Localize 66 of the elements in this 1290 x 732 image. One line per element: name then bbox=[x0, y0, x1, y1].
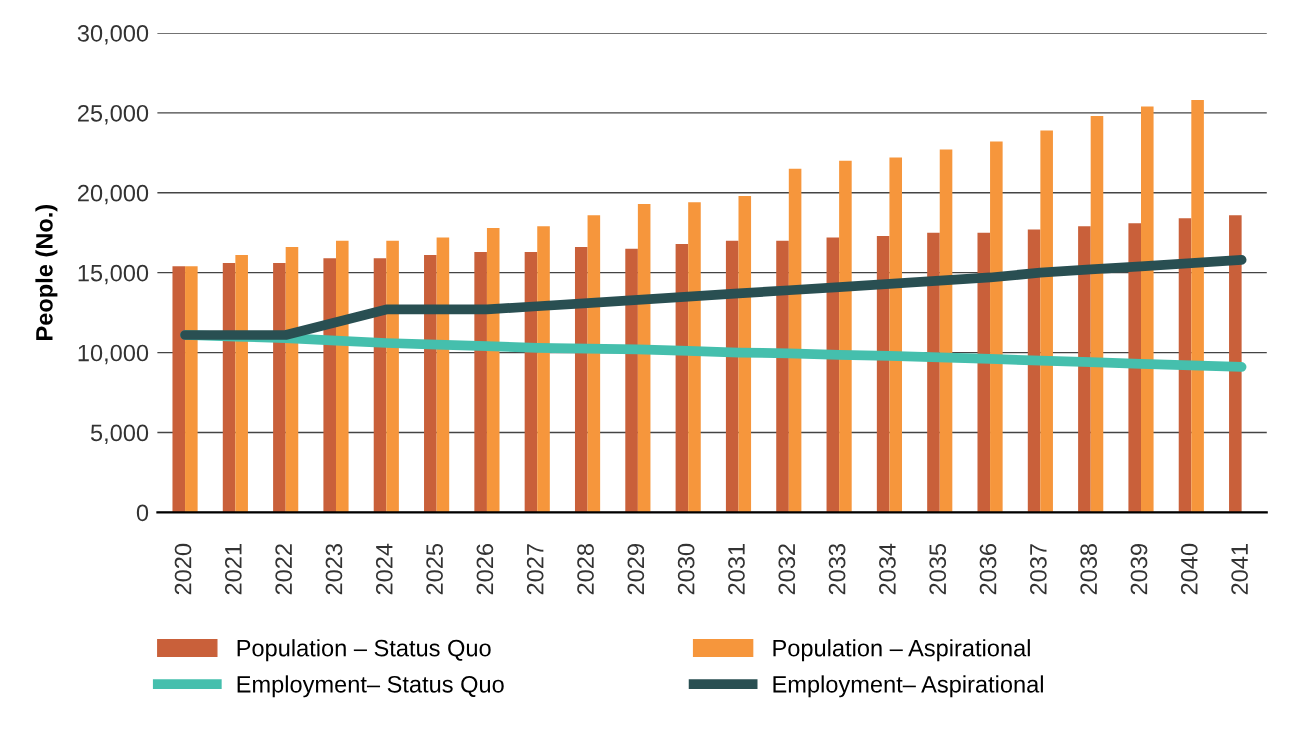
y-tick-label: 10,000 bbox=[78, 344, 149, 365]
x-tick-label: 2036 bbox=[979, 543, 997, 595]
y-tick-label: 15,000 bbox=[78, 264, 149, 285]
x-tick-label: 2027 bbox=[526, 544, 544, 595]
bar bbox=[172, 266, 186, 513]
bar bbox=[889, 157, 903, 513]
y-tick-label: 25,000 bbox=[78, 104, 149, 125]
x-tick-label: 2033 bbox=[828, 543, 846, 595]
bar bbox=[738, 195, 752, 513]
x-tick-label: 2029 bbox=[627, 544, 645, 595]
bar bbox=[335, 240, 349, 513]
bar bbox=[273, 263, 286, 513]
x-tick-label: 2032 bbox=[778, 544, 796, 595]
bar bbox=[424, 255, 437, 513]
x-tick-label: 2034 bbox=[879, 543, 896, 595]
bar bbox=[1040, 130, 1053, 513]
x-tick-label: 2023 bbox=[325, 543, 343, 595]
x-tick-label: 2031 bbox=[728, 544, 745, 595]
bar bbox=[625, 248, 638, 513]
bar bbox=[977, 232, 991, 513]
legend-label: Population – Status Quo bbox=[237, 639, 491, 662]
bar bbox=[1128, 223, 1141, 513]
bar bbox=[574, 247, 588, 513]
bar bbox=[927, 232, 940, 513]
bar bbox=[285, 247, 299, 513]
x-tick-label: 2035 bbox=[929, 543, 947, 595]
bar bbox=[788, 168, 802, 513]
x-tick-label: 2030 bbox=[677, 543, 695, 595]
bar bbox=[474, 251, 487, 513]
x-tick-label: 2020 bbox=[174, 543, 192, 595]
legend-label: Employment– Status Quo bbox=[237, 675, 504, 698]
x-tick-label: 2038 bbox=[1080, 543, 1098, 595]
y-tick-label: 5,000 bbox=[90, 424, 149, 445]
y-tick-label: 0 bbox=[136, 504, 149, 522]
x-tick-label: 2041 bbox=[1231, 544, 1248, 595]
bar bbox=[1078, 226, 1091, 513]
bar bbox=[939, 149, 953, 513]
bar bbox=[222, 263, 236, 513]
bar bbox=[386, 240, 399, 513]
x-tick-label: 2037 bbox=[1029, 544, 1047, 595]
y-tick-label: 30,000 bbox=[77, 25, 149, 45]
bar bbox=[776, 240, 789, 513]
bar bbox=[537, 226, 550, 513]
bar bbox=[1191, 100, 1204, 513]
x-tick-label: 2026 bbox=[476, 543, 494, 595]
bar bbox=[486, 227, 500, 513]
bar bbox=[688, 202, 701, 513]
y-axis-title: People (No.) bbox=[35, 204, 58, 340]
y-tick-label: 20,000 bbox=[78, 184, 149, 205]
x-tick-label: 2022 bbox=[275, 544, 293, 595]
x-tick-label: 2039 bbox=[1130, 544, 1148, 595]
legend-label: Population – Aspirational bbox=[773, 639, 1030, 662]
x-tick-label: 2040 bbox=[1180, 543, 1198, 595]
bar bbox=[990, 141, 1003, 513]
bar bbox=[323, 258, 336, 513]
bar bbox=[235, 255, 248, 513]
x-tick-label: 2021 bbox=[224, 544, 242, 595]
bar bbox=[1141, 106, 1154, 513]
bar bbox=[1090, 116, 1104, 513]
x-tick-label: 2028 bbox=[577, 543, 594, 595]
legend-label: Employment– Aspirational bbox=[773, 675, 1043, 698]
x-tick-label: 2025 bbox=[426, 543, 443, 595]
x-tick-label: 2024 bbox=[375, 543, 393, 595]
bar bbox=[1229, 215, 1242, 513]
bar bbox=[185, 266, 198, 513]
bar bbox=[839, 160, 852, 513]
